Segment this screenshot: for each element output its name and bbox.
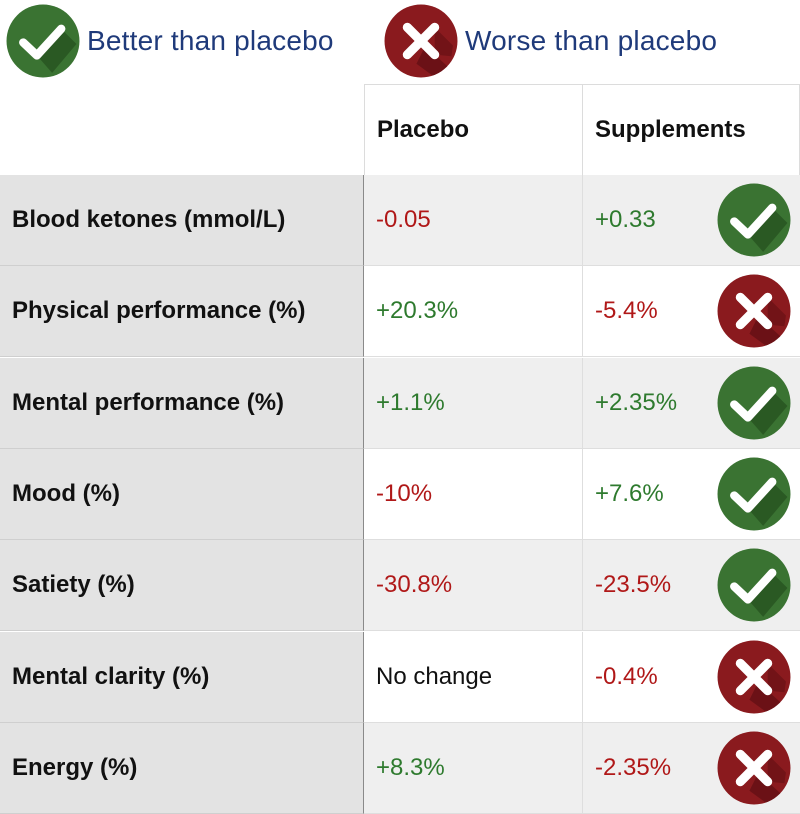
row-label: Physical performance (%) <box>0 266 364 358</box>
legend: Better than placebo Worse than placebo <box>0 0 800 84</box>
row-label: Energy (%) <box>0 722 364 814</box>
x-badge-icon <box>383 3 459 79</box>
placebo-value: -10% <box>364 448 582 540</box>
legend-better-label: Better than placebo <box>87 25 334 56</box>
legend-worse: Worse than placebo <box>383 3 717 79</box>
header-label-cell <box>0 84 364 175</box>
legend-worse-label: Worse than placebo <box>465 25 718 56</box>
placebo-value: +20.3% <box>364 266 582 358</box>
placebo-value: No change <box>364 631 582 723</box>
placebo-value: -30.8% <box>364 540 582 632</box>
row-label: Mental performance (%) <box>0 357 364 449</box>
legend-better: Better than placebo <box>5 3 334 79</box>
table-row: Mental performance (%) +1.1% +2.35% <box>0 357 800 449</box>
row-label: Mood (%) <box>0 448 364 540</box>
check-badge-icon <box>716 182 793 259</box>
header-supplements: Supplements <box>582 84 800 175</box>
check-badge-icon <box>716 547 793 624</box>
table-row: Mental clarity (%) No change -0.4% <box>0 631 800 723</box>
table-row: Mood (%) -10% +7.6% <box>0 448 800 540</box>
placebo-value: +8.3% <box>364 722 582 814</box>
table-row: Satiety (%) -30.8% -23.5% <box>0 540 800 632</box>
comparison-table: Placebo Supplements Blood ketones (mmol/… <box>0 84 800 814</box>
table-row: Blood ketones (mmol/L) -0.05 +0.33 <box>0 175 800 266</box>
check-badge-icon <box>716 365 793 442</box>
table-row: Physical performance (%) +20.3% -5.4% <box>0 266 800 358</box>
x-badge-icon <box>716 273 793 350</box>
check-badge-icon <box>716 456 793 533</box>
placebo-value: -0.05 <box>364 175 582 266</box>
table-row: Energy (%) +8.3% -2.35% <box>0 722 800 814</box>
header-placebo: Placebo <box>364 84 582 175</box>
x-badge-icon <box>716 730 793 807</box>
table-header-row: Placebo Supplements <box>0 84 800 175</box>
row-label: Satiety (%) <box>0 540 364 632</box>
row-label: Mental clarity (%) <box>0 631 364 723</box>
x-badge-icon <box>716 639 793 716</box>
check-badge-icon <box>5 3 81 79</box>
placebo-value: +1.1% <box>364 357 582 449</box>
row-label: Blood ketones (mmol/L) <box>0 175 364 266</box>
